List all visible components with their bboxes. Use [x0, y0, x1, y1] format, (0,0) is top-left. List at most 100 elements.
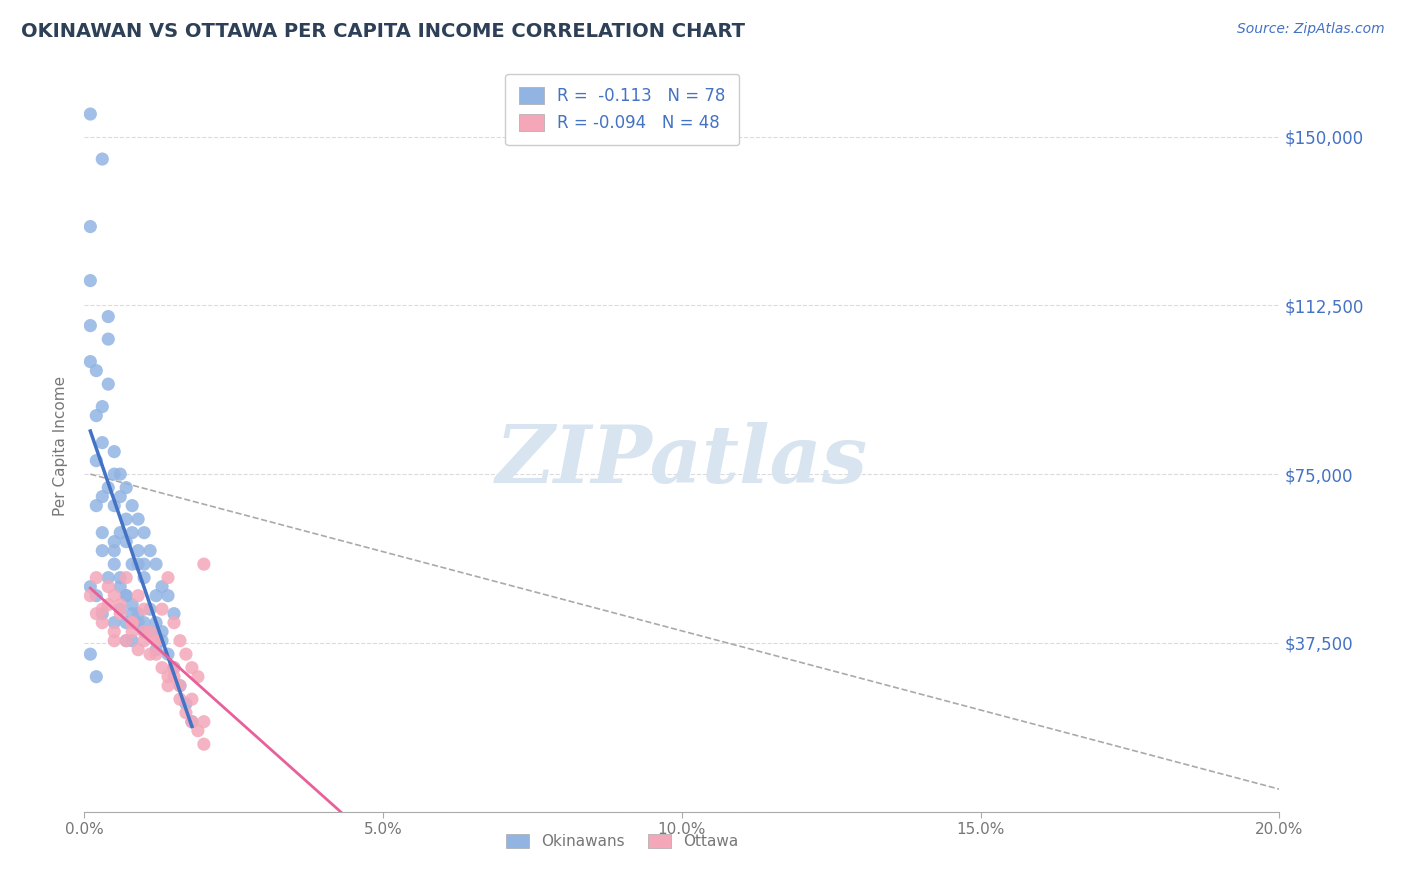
Point	[169, 679, 191, 693]
Point	[86, 571, 108, 585]
Point	[79, 107, 101, 121]
Point	[193, 557, 215, 571]
Point	[79, 219, 101, 234]
Point	[193, 737, 215, 751]
Point	[163, 615, 186, 630]
Point	[110, 598, 132, 612]
Point	[115, 589, 138, 603]
Point	[139, 602, 162, 616]
Point	[174, 647, 197, 661]
Point	[181, 714, 204, 729]
Point	[150, 633, 173, 648]
Point	[86, 607, 108, 621]
Point	[97, 310, 120, 324]
Point	[115, 615, 138, 630]
Point	[163, 661, 186, 675]
Point	[132, 557, 156, 571]
Point	[115, 512, 138, 526]
Point	[91, 435, 114, 450]
Point	[121, 633, 143, 648]
Point	[86, 363, 108, 377]
Point	[127, 557, 149, 571]
Point	[169, 633, 191, 648]
Point	[103, 534, 125, 549]
Point	[110, 467, 132, 482]
Point	[121, 525, 143, 540]
Point	[110, 525, 132, 540]
Text: OKINAWAN VS OTTAWA PER CAPITA INCOME CORRELATION CHART: OKINAWAN VS OTTAWA PER CAPITA INCOME COR…	[21, 22, 745, 41]
Point	[121, 598, 143, 612]
Point	[145, 615, 167, 630]
Point	[103, 467, 125, 482]
Point	[79, 354, 101, 368]
Point	[181, 661, 204, 675]
Point	[103, 633, 125, 648]
Point	[145, 642, 167, 657]
Point	[79, 647, 101, 661]
Point	[163, 661, 186, 675]
Point	[79, 580, 101, 594]
Point	[127, 642, 149, 657]
Point	[139, 624, 162, 639]
Point	[157, 589, 180, 603]
Point	[97, 580, 120, 594]
Point	[139, 647, 162, 661]
Point	[110, 571, 132, 585]
Text: ZIPatlas: ZIPatlas	[496, 422, 868, 500]
Point	[86, 589, 108, 603]
Point	[127, 589, 149, 603]
Point	[115, 633, 138, 648]
Point	[132, 571, 156, 585]
Point	[115, 481, 138, 495]
Point	[127, 512, 149, 526]
Point	[97, 571, 120, 585]
Point	[91, 525, 114, 540]
Y-axis label: Per Capita Income: Per Capita Income	[53, 376, 69, 516]
Point	[174, 697, 197, 711]
Point	[150, 661, 173, 675]
Text: Source: ZipAtlas.com: Source: ZipAtlas.com	[1237, 22, 1385, 37]
Point	[97, 377, 120, 392]
Point	[79, 589, 101, 603]
Point	[121, 557, 143, 571]
Point	[127, 615, 149, 630]
Point	[132, 624, 156, 639]
Point	[110, 490, 132, 504]
Point	[115, 534, 138, 549]
Point	[132, 615, 156, 630]
Point	[163, 607, 186, 621]
Point	[145, 589, 167, 603]
Point	[157, 647, 180, 661]
Point	[103, 557, 125, 571]
Point	[169, 679, 191, 693]
Point	[86, 499, 108, 513]
Point	[110, 602, 132, 616]
Point	[121, 607, 143, 621]
Point	[174, 706, 197, 720]
Point	[121, 615, 143, 630]
Point	[115, 589, 138, 603]
Point	[150, 602, 173, 616]
Point	[150, 580, 173, 594]
Point	[79, 318, 101, 333]
Point	[86, 453, 108, 467]
Point	[157, 679, 180, 693]
Point	[139, 624, 162, 639]
Point	[103, 543, 125, 558]
Point	[132, 624, 156, 639]
Point	[86, 409, 108, 423]
Point	[91, 607, 114, 621]
Point	[86, 670, 108, 684]
Point	[145, 647, 167, 661]
Point	[103, 499, 125, 513]
Point	[127, 543, 149, 558]
Point	[91, 543, 114, 558]
Point	[103, 624, 125, 639]
Point	[110, 580, 132, 594]
Point	[145, 633, 167, 648]
Point	[150, 624, 173, 639]
Point	[91, 602, 114, 616]
Point	[97, 598, 120, 612]
Point	[181, 692, 204, 706]
Point	[121, 615, 143, 630]
